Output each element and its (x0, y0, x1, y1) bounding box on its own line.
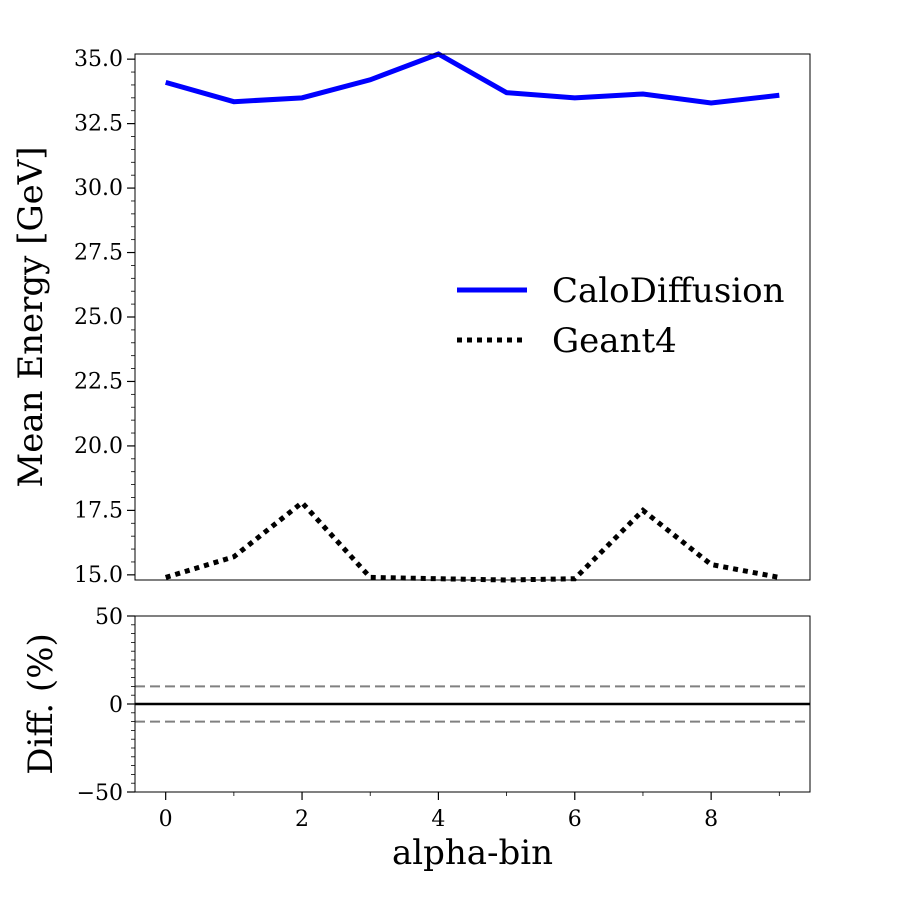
x-tick-label: 2 (295, 807, 309, 832)
main-plot-frame (134, 53, 811, 581)
ratio-y-tick-label: 0 (109, 693, 123, 718)
y-tick-label: 30.0 (74, 176, 123, 201)
y-tick-label: 35.0 (74, 47, 123, 72)
y-tick-label: 15.0 (74, 563, 123, 588)
ratio-y-tick-label: −50 (77, 781, 123, 806)
main-y-ticks: 15.0 17.5 20.0 22.5 25.0 27.5 30.0 32.5 35.0 (74, 47, 135, 588)
legend: CaloDiffusion Geant4 (457, 271, 785, 361)
y-tick-label: 25.0 (74, 305, 123, 330)
ratio-y-axis-title: Diff. (%) (21, 633, 61, 775)
ratio-plot-frame (134, 615, 811, 793)
y-tick-label: 27.5 (74, 241, 123, 266)
ratio-panel: −50 0 50 Diff. (%) 0 2 4 6 8 alpha-bin (21, 605, 811, 873)
main-series-lines (164, 51, 780, 583)
legend-label-geant4: Geant4 (552, 321, 677, 361)
y-tick-label: 22.5 (74, 369, 123, 394)
ratio-reference-lines (135, 685, 810, 723)
series-line-geant4 (164, 499, 780, 583)
series-line-calodiffusion (164, 51, 780, 106)
x-tick-label: 4 (431, 807, 445, 832)
y-tick-label: 20.0 (74, 434, 123, 459)
x-tick-label: 6 (568, 807, 582, 832)
y-tick-label: 17.5 (74, 498, 123, 523)
main-panel: 15.0 17.5 20.0 22.5 25.0 27.5 30.0 32.5 35.0 Mea… (11, 47, 811, 588)
y-axis-title: Mean Energy [GeV] (11, 146, 51, 487)
y-tick-label: 32.5 (74, 112, 123, 137)
x-axis-title: alpha-bin (392, 833, 553, 873)
ratio-y-ticks: −50 0 50 (77, 605, 135, 806)
legend-label-calodiffusion: CaloDiffusion (552, 271, 785, 311)
x-tick-label: 0 (159, 807, 173, 832)
x-axis-ticks: 0 2 4 6 8 (159, 792, 780, 832)
ratio-y-tick-label: 50 (95, 605, 123, 630)
x-tick-label: 8 (704, 807, 718, 832)
